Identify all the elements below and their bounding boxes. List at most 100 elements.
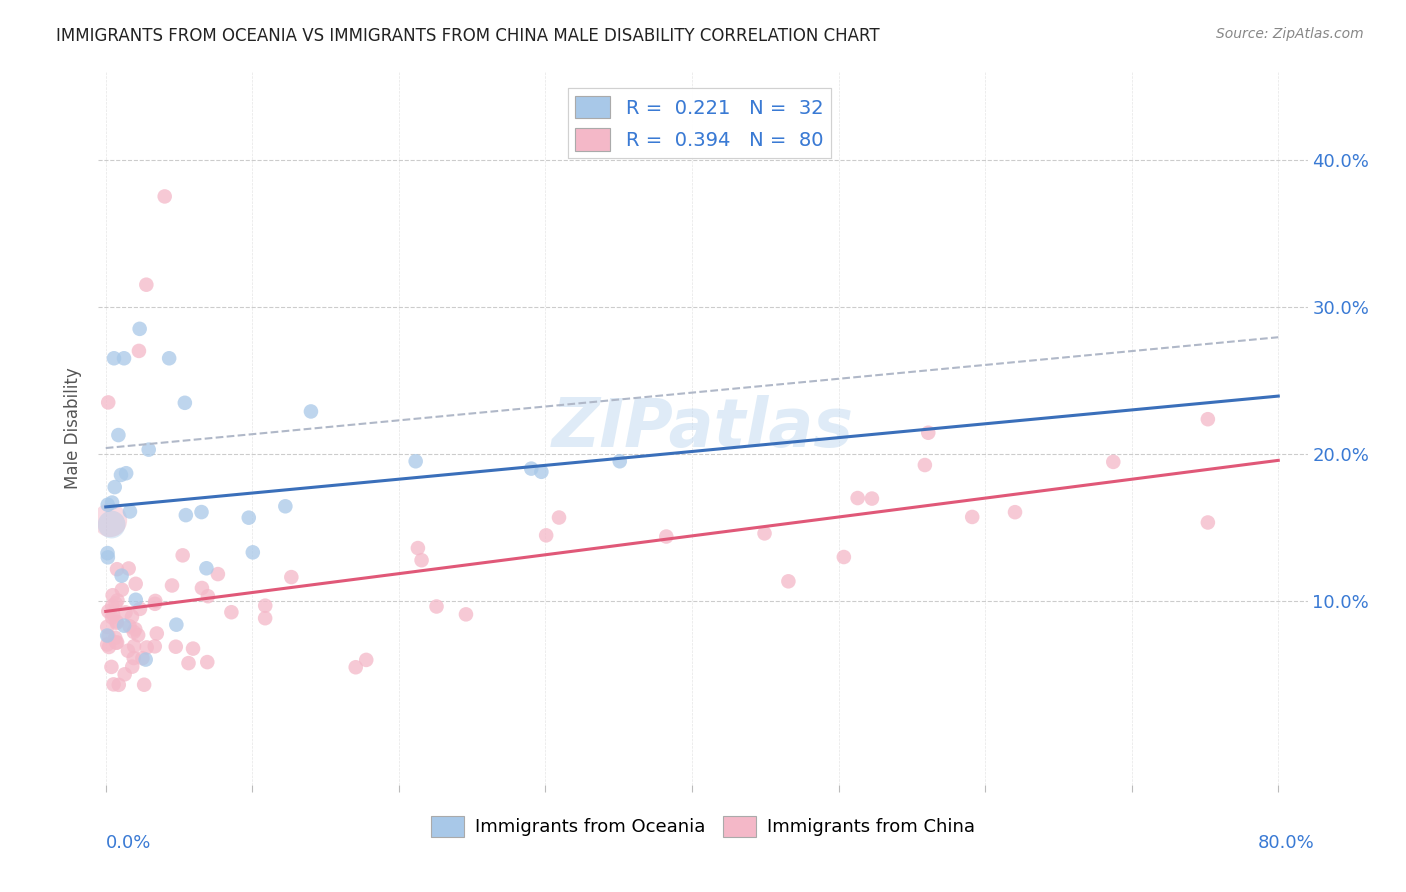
Point [1004, 505, 1026, 519]
Point [101, 607, 124, 622]
Point [280, 570, 302, 584]
Point [135, 640, 157, 655]
Point [97, 498, 120, 512]
Point [190, 505, 212, 519]
Point [406, 541, 429, 555]
Point [548, 510, 571, 524]
Point [177, 656, 200, 670]
Point [520, 461, 543, 475]
Point [191, 581, 214, 595]
Point [118, 504, 141, 518]
Text: Source: ZipAtlas.com: Source: ZipAtlas.com [1216, 27, 1364, 41]
Point [135, 277, 157, 292]
Point [101, 599, 124, 613]
Point [104, 480, 127, 494]
Point [97, 629, 120, 643]
Point [104, 631, 127, 645]
Point [1197, 516, 1219, 530]
Point [103, 351, 125, 366]
Point [97, 395, 120, 409]
Point [117, 644, 139, 658]
Point [274, 500, 297, 514]
Point [914, 458, 936, 472]
Point [105, 635, 128, 649]
Point [101, 610, 124, 624]
Point [754, 526, 776, 541]
Point [153, 189, 176, 203]
Point [254, 611, 277, 625]
Point [181, 641, 204, 656]
Point [530, 465, 553, 479]
Point [411, 553, 433, 567]
Text: IMMIGRANTS FROM OCEANIA VS IMMIGRANTS FROM CHINA MALE DISABILITY CORRELATION CHA: IMMIGRANTS FROM OCEANIA VS IMMIGRANTS FR… [56, 27, 880, 45]
Text: 0.0%: 0.0% [105, 834, 150, 852]
Point [104, 596, 127, 610]
Point [97, 640, 120, 654]
Point [534, 528, 557, 542]
Point [425, 599, 447, 614]
Point [165, 640, 187, 654]
Point [124, 622, 146, 636]
Point [173, 396, 195, 410]
Point [655, 529, 678, 543]
Point [115, 467, 138, 481]
Point [195, 655, 218, 669]
Point [242, 545, 264, 559]
Point [101, 495, 124, 509]
Point [96, 628, 118, 642]
Point [143, 640, 166, 654]
Point [344, 660, 367, 674]
Point [107, 678, 129, 692]
Point [138, 442, 160, 457]
Point [299, 404, 322, 418]
Point [125, 577, 148, 591]
Point [118, 619, 141, 633]
Point [197, 589, 219, 603]
Point [207, 567, 229, 582]
Point [121, 659, 143, 673]
Point [832, 549, 855, 564]
Point [118, 561, 141, 575]
Point [97, 604, 120, 618]
Point [96, 638, 118, 652]
Point [121, 609, 143, 624]
Point [221, 605, 243, 619]
Point [96, 620, 118, 634]
Point [165, 617, 187, 632]
Point [1197, 412, 1219, 426]
Point [100, 517, 122, 532]
Point [1102, 455, 1125, 469]
Point [405, 454, 427, 468]
Point [917, 425, 939, 440]
Point [609, 454, 631, 468]
Point [254, 599, 277, 613]
Point [127, 628, 149, 642]
Point [131, 651, 153, 665]
Point [105, 615, 128, 630]
Point [101, 588, 124, 602]
Point [454, 607, 477, 622]
Point [960, 510, 983, 524]
Point [174, 508, 197, 523]
Point [100, 660, 122, 674]
Text: ZIPatlas: ZIPatlas [553, 395, 853, 461]
Point [134, 678, 156, 692]
Point [122, 651, 145, 665]
Point [143, 594, 166, 608]
Point [122, 639, 145, 653]
Legend: R =  0.221   N =  32, R =  0.394   N =  80: R = 0.221 N = 32, R = 0.394 N = 80 [568, 88, 831, 159]
Point [128, 343, 150, 358]
Point [112, 351, 135, 366]
Point [122, 625, 145, 640]
Point [107, 593, 129, 607]
Point [238, 510, 260, 524]
Point [778, 574, 800, 589]
Point [98, 513, 121, 527]
Point [143, 597, 166, 611]
Y-axis label: Male Disability: Male Disability [65, 368, 83, 489]
Point [110, 467, 132, 482]
Point [128, 322, 150, 336]
Point [114, 667, 136, 681]
Point [860, 491, 883, 506]
Point [172, 549, 194, 563]
